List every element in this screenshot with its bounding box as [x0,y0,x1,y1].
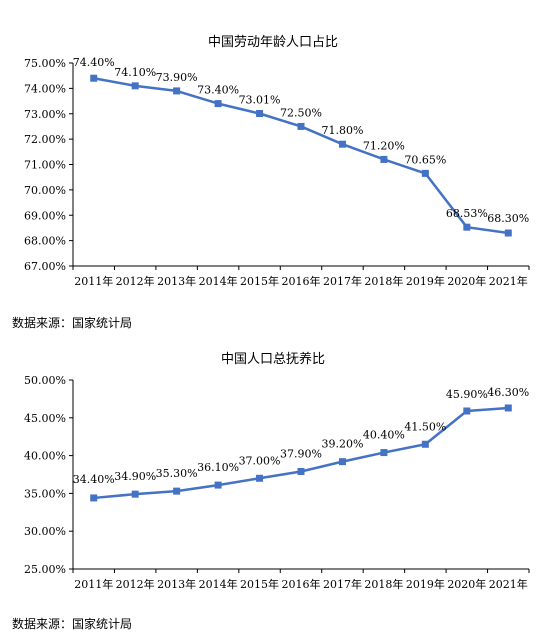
data-label: 68.30% [487,212,529,225]
x-tick-label: 2012年 [116,577,155,591]
y-tick-label: 71.00% [24,159,66,172]
data-label: 41.50% [404,420,446,433]
data-point [173,87,181,95]
x-tick-label: 2013年 [157,577,196,591]
data-label: 39.20% [321,438,363,451]
x-tick-label: 2017年 [323,274,362,288]
data-point [463,407,471,415]
x-tick-label: 2019年 [406,274,445,288]
y-tick-label: 30.00% [24,525,66,538]
x-tick-label: 2016年 [282,274,321,288]
data-label: 34.90% [114,470,156,483]
y-tick-label: 72.00% [24,133,66,146]
data-point [380,155,388,163]
data-label: 74.40% [73,56,115,69]
x-tick-label: 2011年 [74,577,113,591]
data-point [90,74,98,82]
data-point [380,449,388,457]
data-label: 74.10% [114,66,156,79]
data-label: 73.40% [197,84,239,97]
y-tick-label: 45.00% [24,412,66,425]
data-label: 73.01% [239,93,281,106]
y-tick-label: 40.00% [24,450,66,463]
labor-age-ratio-plot: 67.00% 68.00% 69.00% 70.00% 71.00% 72.00% 73.0… [24,56,530,288]
x-tick-label: 2018年 [364,577,403,591]
y-tick-label: 25.00% [24,563,66,576]
x-tick-label: 2021年 [489,577,528,591]
data-point [338,458,346,466]
data-point [297,122,305,130]
data-label: 68.53% [446,207,488,220]
data-label: 72.50% [280,106,322,119]
y-tick-label: 68.00% [24,235,66,248]
data-label: 70.65% [404,153,446,166]
data-label: 35.30% [156,467,198,480]
data-point [131,490,139,498]
y-tick-label: 75.00% [24,57,66,70]
data-point [338,140,346,148]
data-point [504,229,512,237]
y-tick-label: 35.00% [24,487,66,500]
x-tick-label: 2020年 [447,274,486,288]
data-point [214,100,222,108]
data-source: 数据来源：国家统计局 [12,316,133,330]
x-tick-label: 2019年 [406,577,445,591]
x-tick-label: 2017年 [323,577,362,591]
x-tick-label: 2012年 [116,274,155,288]
y-tick-label: 50.00% [24,374,66,387]
data-label: 40.40% [363,429,405,442]
data-label: 37.00% [239,454,281,467]
data-point [421,440,429,448]
data-point [214,481,222,489]
dependency-ratio-chart: 中国人口总抚养比 25.00% 30.00% 35.00% 40.00% 45.00% 5… [0,330,546,632]
chart-title: 中国人口总抚养比 [220,352,325,367]
data-point [90,494,98,502]
x-tick-label: 2014年 [199,274,238,288]
x-tick-label: 2013年 [157,274,196,288]
dependency-ratio-plot: 25.00% 30.00% 35.00% 40.00% 45.00% 50.00% 2011… [24,374,530,591]
data-label: 73.90% [156,71,198,84]
data-label: 45.90% [446,388,488,401]
data-label: 71.80% [321,124,363,137]
data-label: 36.10% [197,461,239,474]
x-tick-label: 2011年 [74,274,113,288]
data-point [256,109,264,117]
data-source: 数据来源：国家统计局 [12,617,133,631]
x-tick-label: 2015年 [240,577,279,591]
y-tick-label: 69.00% [24,209,66,222]
data-label: 71.20% [363,139,405,152]
y-tick-label: 67.00% [24,260,66,273]
y-tick-label: 74.00% [24,82,66,95]
x-tick-label: 2021年 [489,274,528,288]
data-label: 46.30% [487,386,529,399]
y-tick-label: 73.00% [24,108,66,121]
y-tick-label: 70.00% [24,184,66,197]
chart-title: 中国劳动年龄人口占比 [207,35,338,50]
labor-age-ratio-chart: 中国劳动年龄人口占比 67.00% 68.00% 69.00% 70.00% 71.00… [12,35,530,330]
x-tick-label: 2018年 [364,274,403,288]
data-label: 34.40% [73,473,115,486]
data-point [173,487,181,495]
x-tick-label: 2016年 [282,577,321,591]
data-point [131,82,139,90]
data-point [463,223,471,231]
data-point [504,404,512,412]
data-label: 37.90% [280,447,322,460]
x-tick-label: 2014年 [199,577,238,591]
x-tick-label: 2015年 [240,274,279,288]
data-point [256,474,264,482]
data-point [421,169,429,177]
data-point [297,467,305,475]
x-tick-label: 2020年 [447,577,486,591]
